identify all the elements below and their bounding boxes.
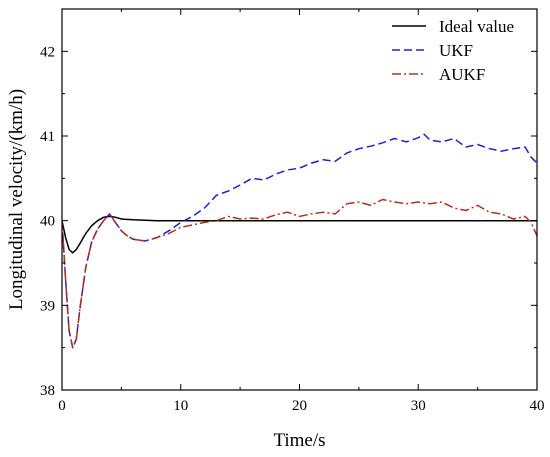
x-axis-title: Time/s (273, 430, 325, 451)
ticks-layer: 0 10 20 30 40 38 39 40 41 42 (40, 8, 545, 414)
legend-label: UKF (439, 41, 473, 60)
series-line-ideal-value (62, 215, 537, 254)
y-axis-title: Longitudinal velocity/(km/h) (6, 89, 27, 310)
y-tick-label: 41 (40, 129, 55, 145)
legend-label: Ideal value (439, 17, 514, 36)
legend-label: AUKF (439, 65, 485, 84)
x-tick-label: 0 (58, 398, 66, 414)
x-tick-label: 10 (173, 398, 188, 414)
legend: Ideal value UKF AUKF (392, 17, 514, 84)
x-tick-label: 40 (530, 398, 545, 414)
y-tick-label: 42 (40, 44, 55, 60)
series-layer (62, 133, 537, 349)
x-tick-label: 30 (411, 398, 426, 414)
x-tick-label: 20 (292, 398, 307, 414)
y-tick-label: 39 (40, 298, 55, 314)
y-tick-label: 40 (40, 214, 55, 230)
series-line-aukf (62, 198, 537, 349)
y-tick-label: 38 (40, 383, 55, 399)
series-line-ukf (62, 133, 537, 349)
